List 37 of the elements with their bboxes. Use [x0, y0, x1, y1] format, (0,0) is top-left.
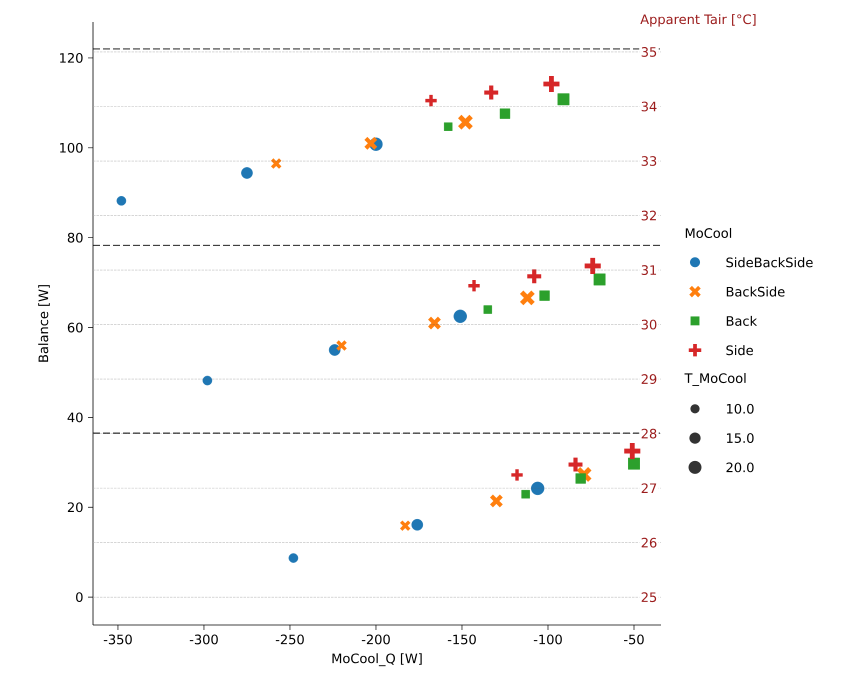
y2-tick-label: 26 — [642, 538, 656, 548]
y2-tick-label: 35 — [642, 47, 656, 57]
y-tick-label: 40 — [68, 412, 83, 422]
y2-tick-label: 31 — [642, 265, 656, 275]
x-tick-label: -300 — [190, 634, 218, 644]
y-tick-label: 60 — [68, 322, 83, 332]
x-tick-label: -250 — [276, 634, 304, 644]
legend-label: Back — [726, 316, 758, 326]
x-tick-label: -200 — [362, 634, 390, 644]
y-tick-label: 20 — [68, 502, 83, 512]
legend-label: SideBackSide — [726, 257, 813, 268]
y-tick-label: 100 — [60, 142, 83, 153]
y2-tick-label: 34 — [642, 102, 657, 112]
legend-title: MoCool — [686, 228, 732, 238]
y2-tick-label: 27 — [642, 483, 656, 493]
legend-label: Side — [726, 345, 753, 356]
y2-axis-title: Apparent Tair [°C] — [640, 14, 756, 27]
x-tick-label: -150 — [448, 634, 476, 644]
y-tick-label: 80 — [68, 232, 83, 243]
y2-tick-label: 30 — [642, 320, 656, 330]
x-tick-label: -100 — [534, 634, 562, 644]
x-axis-title: MoCool_Q [W] — [332, 653, 422, 666]
y2-tick-label: 33 — [642, 156, 656, 166]
text: T_MoCool — [684, 373, 746, 386]
x-tick-label: -350 — [104, 634, 132, 644]
x-tick-label: -50 — [624, 634, 644, 644]
y-axis-title: Balance [W] — [38, 285, 50, 362]
y-tick-label: 0 — [76, 592, 83, 602]
legend-label: 10.0 — [726, 404, 754, 414]
legend-label: BackSide — [726, 286, 785, 297]
legend-label: 15.0 — [726, 433, 754, 444]
legend-label: 20.0 — [726, 462, 754, 472]
y2-tick-label: 28 — [642, 428, 656, 439]
y-tick-label: 120 — [60, 53, 83, 63]
y2-tick-label: 29 — [642, 374, 656, 384]
y2-tick-label: 25 — [642, 592, 656, 602]
y2-tick-label: 32 — [642, 210, 656, 220]
